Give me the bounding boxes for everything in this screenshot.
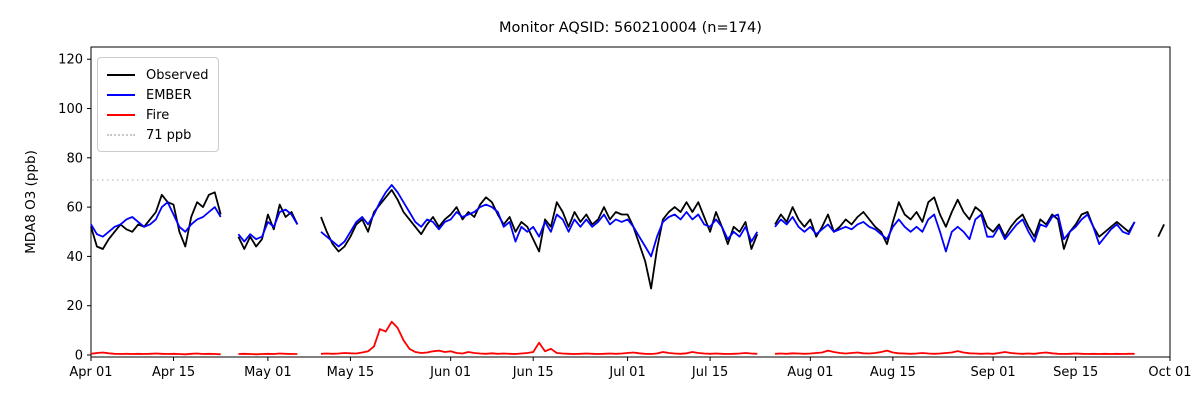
x-tick-label: Apr 01: [69, 365, 112, 380]
fire-line-swatch: [107, 114, 135, 116]
legend-label-ember: EMBER: [146, 87, 192, 103]
series-line-observed: [90, 189, 1165, 290]
x-tick-label: Jun 15: [512, 365, 554, 380]
legend-item-ember: EMBER: [107, 85, 208, 105]
legend-item-observed: Observed: [107, 65, 209, 85]
x-axis: Apr 01 Apr 15 May 01 May 15 Jun 01 Jun 15 Jul …: [69, 357, 1192, 380]
x-tick-label: Jun 01: [429, 365, 471, 380]
series-line-fire: [90, 320, 1135, 356]
y-tick-label: 60: [66, 201, 83, 216]
x-tick-label: Sep 15: [1053, 365, 1098, 380]
observed-line-swatch: [107, 74, 135, 76]
y-tick-label: 20: [66, 299, 83, 314]
y-tick-label: 40: [66, 250, 83, 265]
legend-label-threshold: 71 ppb: [146, 127, 192, 143]
chart-title: Monitor AQSID: 560210004 (n=174): [499, 20, 762, 36]
series-line-ember: [90, 184, 1136, 258]
y-tick-label: 100: [58, 102, 83, 117]
ember-line-swatch: [107, 94, 135, 96]
x-tick-label: Jul 15: [691, 365, 728, 380]
y-tick-label: 0: [75, 349, 83, 364]
x-tick-label: Aug 15: [870, 365, 916, 380]
y-axis: 0 20 40 60 80 100 120: [58, 53, 91, 364]
legend-item-threshold: 71 ppb: [107, 125, 208, 145]
x-tick-label: Oct 01: [1148, 365, 1191, 380]
legend-label-fire: Fire: [146, 107, 170, 123]
x-tick-label: Apr 15: [152, 365, 195, 380]
y-tick-label: 80: [66, 151, 83, 166]
x-tick-label: Jul 01: [608, 365, 645, 380]
legend-label-observed: Observed: [146, 67, 209, 83]
x-tick-label: May 15: [327, 365, 375, 380]
plot-border: [90, 46, 1171, 358]
y-tick-label: 120: [58, 53, 83, 68]
legend: Observed EMBER Fire 71 ppb: [97, 57, 219, 152]
x-tick-label: Sep 01: [971, 365, 1016, 380]
legend-item-fire: Fire: [107, 105, 208, 125]
y-axis-label: MDA8 O3 (ppb): [23, 150, 39, 254]
x-tick-label: May 01: [244, 365, 292, 380]
threshold-line-swatch: [107, 134, 135, 136]
x-tick-label: Aug 01: [787, 365, 833, 380]
